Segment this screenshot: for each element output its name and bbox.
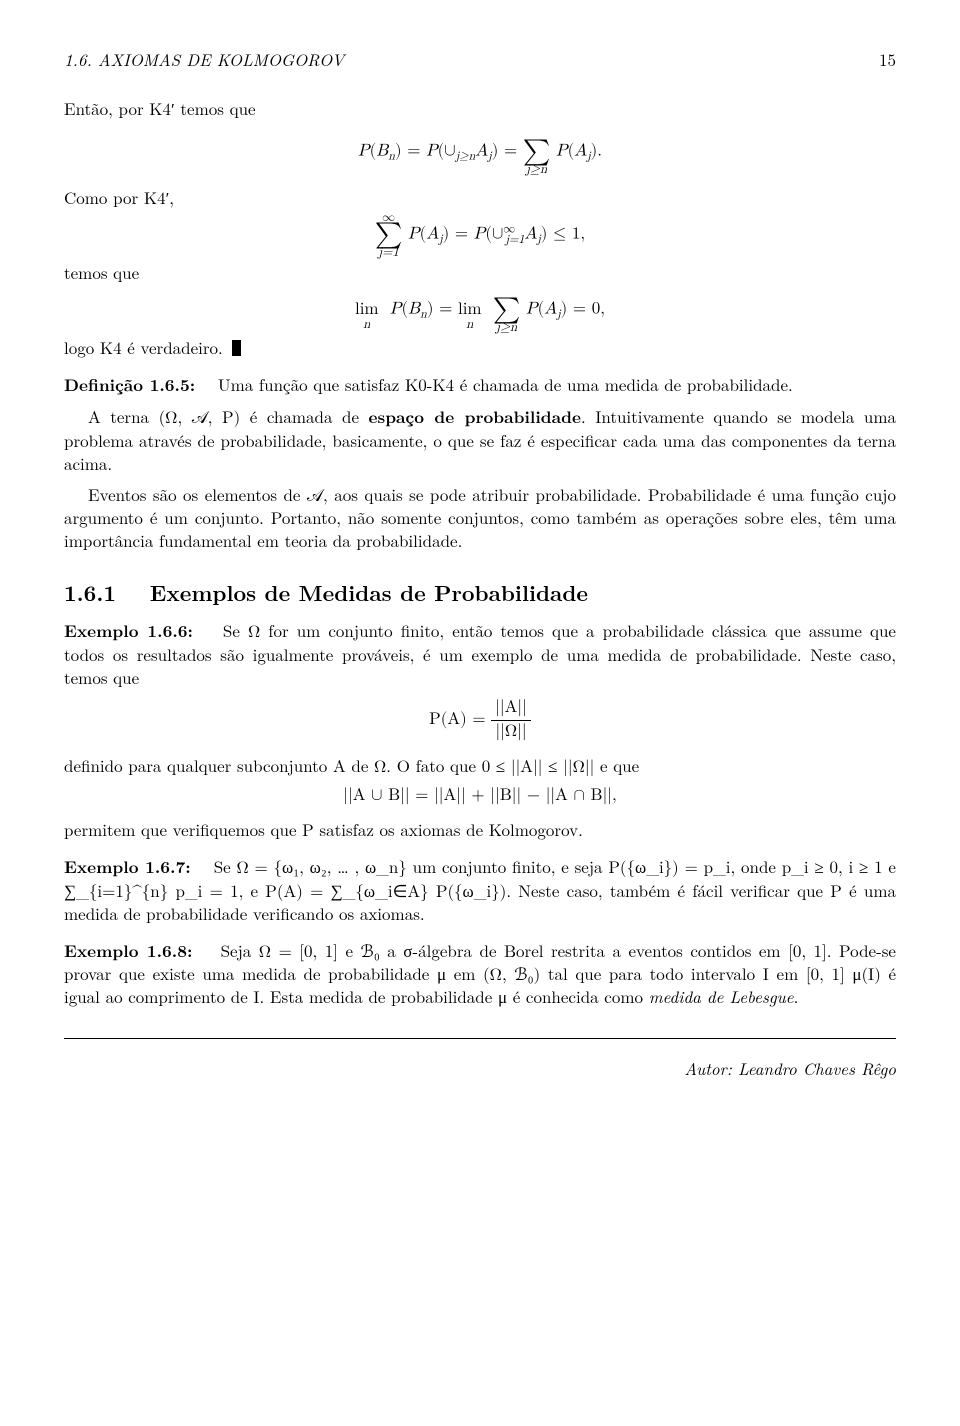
paragraph: temos que	[64, 261, 896, 284]
term: espaço de probabilidade	[369, 405, 581, 429]
footer-author: Autor: Leandro Chaves Rêgo	[64, 1057, 896, 1080]
text: .	[794, 984, 799, 1008]
term: medida de Lebesgue	[649, 984, 794, 1008]
paragraph: A terna (Ω, 𝒜, P) é chamada de espaço de…	[64, 405, 896, 475]
example-head: Exemplo 1.6.7:	[64, 855, 191, 879]
example: Exemplo 1.6.6: Se Ω for um conjunto fini…	[64, 619, 896, 689]
example: Exemplo 1.6.7: Se Ω = {ω₁, ω₂, … , ω_n} …	[64, 855, 896, 925]
section-title: 1.6. AXIOMAS DE KOLMOGOROV	[64, 48, 344, 71]
example-head: Exemplo 1.6.6:	[64, 619, 193, 643]
subsection-title: Exemplos de Medidas de Probabilidade	[150, 577, 588, 608]
subsection-heading: 1.6.1 Exemplos de Medidas de Probabilida…	[64, 578, 896, 608]
subsection-number: 1.6.1	[64, 577, 116, 608]
paragraph: logo K4 é verdadeiro.	[64, 336, 896, 359]
paragraph: Eventos são os elementos de 𝒜, aos quais…	[64, 483, 896, 552]
footer-rule	[64, 1038, 896, 1039]
paragraph: permitem que verifiquemos que P satisfaz…	[64, 818, 896, 841]
denominator: ||Ω||	[491, 721, 530, 744]
equation: limn P(Bn) = limn ∑j≥n P(Aj) = 0,	[64, 286, 896, 334]
text: A terna (Ω, 𝒜, P) é chamada de	[88, 404, 369, 428]
example: Exemplo 1.6.8: Seja Ω = [0, 1] e ℬ₀ a σ-…	[64, 939, 896, 1009]
qed-icon	[232, 340, 241, 356]
example-head: Exemplo 1.6.8:	[64, 939, 192, 963]
equation: P(A) = ||A|| ||Ω||	[64, 697, 896, 744]
definition-head: Definição 1.6.5:	[64, 373, 195, 397]
lhs: P(A) =	[429, 711, 491, 728]
equation: ||A ∪ B|| = ||A|| + ||B|| − ||A ∩ B||,	[64, 785, 896, 808]
page-number: 15	[879, 48, 896, 71]
equation: P(Bn) = P(∪j≥nAj) = ∑j≥n P(Aj).	[64, 128, 896, 176]
equation-text: ||A ∪ B|| = ||A|| + ||B|| − ||A ∩ B||,	[343, 787, 617, 804]
text: logo K4 é verdadeiro.	[64, 335, 223, 359]
numerator: ||A||	[491, 697, 531, 720]
definition-body: Uma função que satisfaz K0-K4 é chamada …	[218, 372, 793, 396]
definition: Definição 1.6.5: Uma função que satisfaz…	[64, 373, 896, 397]
running-head: 1.6. AXIOMAS DE KOLMOGOROV 15	[64, 48, 896, 71]
paragraph: definido para qualquer subconjunto A de …	[64, 754, 896, 777]
paragraph: Então, por K4′ temos que	[64, 97, 896, 120]
paragraph: Como por K4′,	[64, 186, 896, 209]
equation: ∞∑j=1 P(Aj) = P(∪∞j=1Aj) ≤ 1,	[64, 211, 896, 259]
